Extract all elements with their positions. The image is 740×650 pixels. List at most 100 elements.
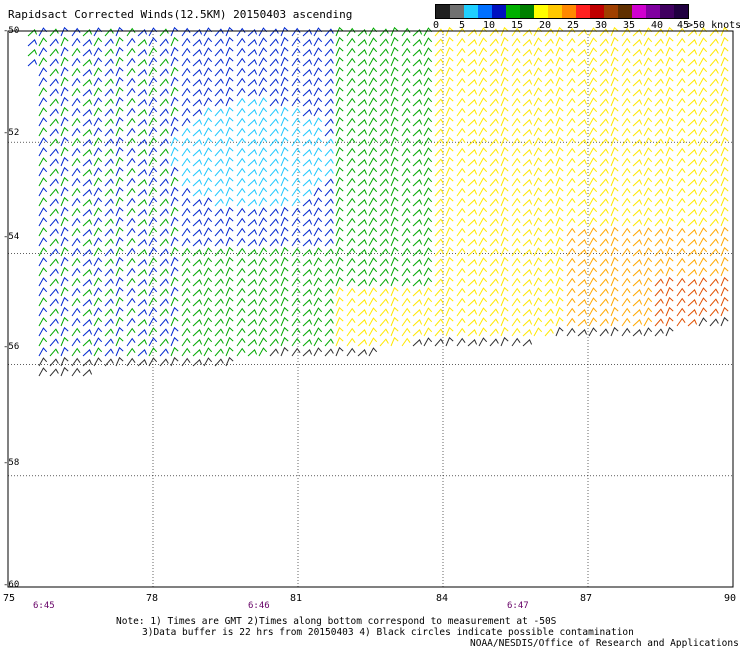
wind-barb	[500, 186, 509, 197]
wind-barb	[247, 169, 258, 177]
wind-barb	[115, 286, 124, 297]
wind-barb	[533, 147, 543, 157]
wind-barb	[225, 26, 234, 37]
wind-barb	[489, 138, 499, 147]
wind-barb	[665, 106, 674, 117]
wind-barb	[269, 88, 279, 97]
wind-barb	[346, 237, 356, 247]
wind-barb	[170, 186, 179, 197]
wind-barb	[269, 58, 279, 67]
wind-barb	[500, 336, 509, 347]
wind-barb	[302, 99, 313, 107]
wind-barb	[38, 27, 48, 37]
wind-barb	[203, 177, 213, 187]
wind-barb	[192, 279, 203, 287]
wind-barb	[280, 326, 289, 337]
legend-label: 30	[595, 20, 608, 31]
wind-barb	[423, 57, 433, 67]
lon-label: 87	[580, 593, 593, 604]
wind-barb	[566, 157, 576, 167]
wind-barb	[104, 48, 114, 57]
wind-barb	[170, 26, 179, 37]
wind-barb	[687, 39, 698, 47]
wind-barb	[269, 228, 279, 237]
wind-barb	[159, 98, 169, 107]
wind-barb	[192, 339, 203, 347]
wind-barb	[621, 227, 631, 237]
wind-barb	[533, 267, 543, 277]
wind-barb	[203, 97, 213, 107]
wind-barb	[610, 236, 619, 247]
wind-barb	[577, 89, 588, 97]
wind-barb	[159, 318, 169, 327]
wind-barb	[478, 107, 488, 117]
wind-barb	[159, 48, 169, 57]
wind-barb	[489, 198, 499, 207]
wind-barb	[698, 157, 708, 167]
wind-barb	[49, 338, 59, 347]
wind-barb	[500, 56, 509, 67]
wind-barb	[412, 79, 423, 87]
wind-barb	[555, 186, 564, 197]
wind-barb	[335, 276, 344, 287]
wind-barb	[192, 159, 203, 167]
wind-barb	[500, 46, 509, 57]
wind-barb	[60, 66, 69, 77]
wind-barb	[236, 127, 246, 137]
wind-barb	[170, 146, 179, 157]
wind-barb	[137, 209, 148, 217]
wind-barb	[665, 116, 674, 127]
wind-barb	[665, 96, 674, 107]
wind-barb	[71, 147, 81, 157]
wind-barb	[555, 236, 564, 247]
wind-barb	[324, 288, 334, 297]
wind-barb	[566, 147, 576, 157]
wind-barb	[423, 287, 433, 297]
wind-barb	[291, 307, 301, 317]
wind-barb	[181, 147, 191, 157]
wind-barb	[533, 77, 543, 87]
wind-barb	[533, 57, 543, 67]
wind-barb	[93, 167, 103, 177]
wind-barb	[544, 88, 554, 97]
wind-barb	[456, 207, 466, 217]
wind-barb	[181, 117, 191, 127]
wind-barb	[500, 266, 509, 277]
wind-barb	[478, 247, 488, 257]
wind-barb	[60, 166, 69, 177]
wind-barb	[544, 98, 554, 107]
wind-barb	[137, 239, 148, 247]
wind-barb	[170, 296, 179, 307]
wind-barb	[236, 297, 246, 307]
legend-swatch	[576, 5, 590, 18]
wind-barb	[346, 147, 356, 157]
wind-barb	[687, 279, 698, 287]
wind-barb	[225, 106, 234, 117]
wind-barb	[159, 268, 169, 277]
wind-barb	[566, 117, 576, 127]
wind-barb	[643, 247, 653, 257]
wind-barb	[654, 178, 664, 187]
wind-barb	[324, 208, 334, 217]
wind-barb	[93, 357, 103, 367]
wind-barb	[610, 226, 619, 237]
wind-barb	[104, 178, 114, 187]
wind-barb	[522, 159, 533, 167]
wind-barb	[599, 118, 609, 127]
wind-barb	[577, 199, 588, 207]
wind-barb	[478, 57, 488, 67]
wind-barb	[687, 159, 698, 167]
wind-barb	[599, 328, 609, 337]
wind-barb	[401, 177, 411, 187]
wind-barb	[280, 346, 289, 357]
wind-barb	[687, 59, 698, 67]
wind-barb	[500, 246, 509, 257]
wind-barb	[313, 77, 323, 87]
wind-barb	[654, 28, 664, 37]
wind-barb	[687, 49, 698, 57]
wind-barbs	[27, 26, 729, 377]
wind-barb	[269, 108, 279, 117]
wind-barb	[93, 27, 103, 37]
lon-label: 81	[290, 593, 303, 604]
wind-barb	[203, 267, 213, 277]
